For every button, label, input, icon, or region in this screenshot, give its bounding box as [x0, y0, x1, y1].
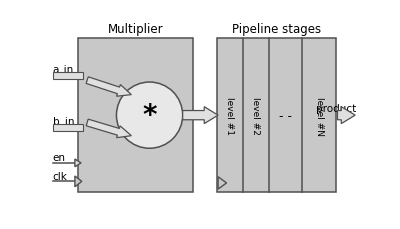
Text: en: en: [52, 153, 66, 162]
Text: *: *: [142, 102, 157, 130]
Text: level #1: level #1: [225, 97, 234, 135]
Polygon shape: [338, 107, 355, 124]
Polygon shape: [86, 77, 131, 97]
Text: clk: clk: [52, 171, 68, 181]
Text: level #2: level #2: [252, 97, 260, 134]
Bar: [216, 39, 336, 192]
Text: level #N: level #N: [315, 96, 324, 135]
Text: Pipeline stages: Pipeline stages: [232, 23, 321, 36]
Bar: [52, 124, 82, 131]
Circle shape: [116, 83, 183, 149]
Polygon shape: [75, 176, 82, 187]
Text: a_in: a_in: [52, 63, 74, 74]
Polygon shape: [75, 159, 81, 167]
Bar: [78, 39, 194, 192]
Text: b_in: b_in: [52, 115, 74, 126]
Text: Multiplier: Multiplier: [108, 23, 164, 36]
Text: product: product: [316, 103, 357, 113]
Bar: [52, 72, 82, 79]
Polygon shape: [183, 107, 218, 124]
Text: - -: - -: [279, 109, 292, 122]
Polygon shape: [86, 120, 131, 138]
Polygon shape: [218, 177, 226, 189]
